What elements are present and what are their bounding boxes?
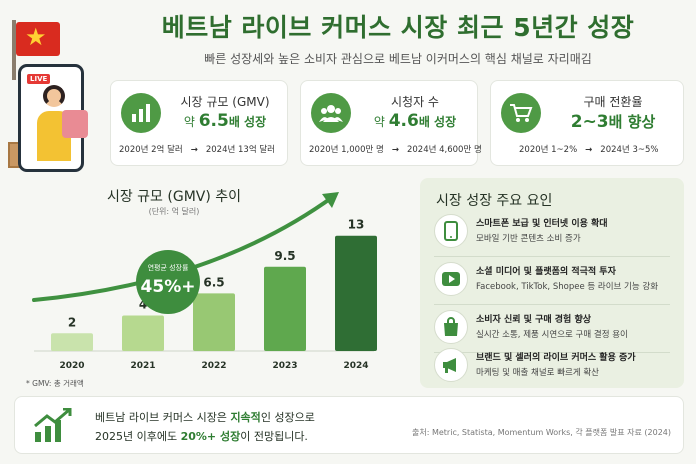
x-tick-label: 2023 bbox=[272, 361, 297, 371]
gmv-bar-chart: 2 2020 4 2021 6.5 2022 9.5 2023 13 2024 bbox=[32, 192, 377, 371]
live-badge: LIVE bbox=[27, 74, 51, 84]
vietnam-flag-icon: ★ bbox=[12, 20, 60, 80]
header: ★ 베트남 라이브 커머스 시장 최근 5년간 성장 빠른 성장세와 높은 소비… bbox=[0, 0, 696, 80]
stat-footer: 2020년 2억 달러 → 2024년 13억 달러 bbox=[119, 145, 275, 155]
chart-title: 시장 규모 (GMV) 추이 bbox=[106, 189, 242, 205]
page-title: 베트남 라이브 커머스 시장 최근 5년간 성장 bbox=[161, 13, 635, 42]
arrow-right-icon: → bbox=[391, 145, 399, 155]
outlook-line-2: 2025년 이후에도 20%+ 성장이 전망됩니다. bbox=[95, 430, 308, 443]
shopping-bag-icon bbox=[434, 310, 468, 344]
bar-2021 bbox=[122, 315, 164, 351]
gmv-chart-panel: 시장 규모 (GMV) 추이 (단위: 억 달러) 2 2020 4 2021 6.5 2… bbox=[14, 178, 410, 388]
trend-arrow bbox=[32, 194, 336, 302]
bar-2024 bbox=[335, 235, 377, 351]
bar-2022 bbox=[193, 293, 235, 351]
stat-value: 약 4.6배 성장 bbox=[373, 111, 457, 131]
flag-star-icon: ★ bbox=[25, 23, 47, 51]
stat-footer: 2020년 1~2% → 2024년 3~5% bbox=[519, 145, 659, 155]
bar-chart-icon bbox=[121, 93, 161, 133]
source-citation: 출처: Metric, Statista, Momentum Works, 각 … bbox=[412, 428, 671, 437]
shirt-icon bbox=[62, 110, 88, 138]
chart-footnote: * GMV: 총 거래액 bbox=[26, 379, 84, 388]
divider bbox=[434, 256, 670, 257]
flag-pole bbox=[12, 20, 16, 80]
factor-title: 브랜드 및 셀러의 라이브 커머스 활용 증가 bbox=[476, 353, 636, 363]
factor-title: 스마트폰 보급 및 인터넷 이용 확대 bbox=[476, 219, 608, 229]
growth-trend-icon bbox=[33, 407, 73, 444]
arrow-right-icon: → bbox=[585, 145, 593, 155]
x-tick-label: 2022 bbox=[201, 361, 226, 371]
growth-rate-value: 45%+ bbox=[140, 277, 196, 297]
bar-value-label: 13 bbox=[348, 218, 365, 232]
stat-label: 시장 규모 (GMV) bbox=[180, 95, 270, 109]
growth-factors-panel: 시장 성장 주요 요인 스마트폰 보급 및 인터넷 이용 확대 모바일 기반 콘… bbox=[420, 178, 684, 388]
bar-value-label: 9.5 bbox=[274, 249, 295, 263]
stat-value: 2~3배 향상 bbox=[570, 112, 656, 132]
stat-card-gmv: 시장 규모 (GMV) 약 6.5배 성장 2020년 2억 달러 → 2024년 … bbox=[110, 80, 288, 166]
factors-title: 시장 성장 주요 요인 bbox=[436, 193, 553, 209]
factor-item: 브랜드 및 셀러의 라이브 커머스 활용 증가 마케팅 및 매출 채널로 빠르게… bbox=[434, 346, 678, 386]
factor-title: 소셜 미디어 및 플랫폼의 적극적 투자 bbox=[476, 267, 616, 277]
users-icon bbox=[311, 93, 351, 133]
bar-value-label: 4 bbox=[139, 298, 147, 312]
growth-rate-label: 연평균 성장률 bbox=[147, 264, 189, 272]
cart-icon bbox=[501, 93, 541, 133]
stat-footer: 2020년 1,000만 명 → 2024년 4,600만 명 bbox=[309, 145, 482, 155]
smartphone-illustration: LIVE bbox=[18, 64, 84, 172]
x-tick-label: 2024 bbox=[343, 361, 368, 371]
smartphone-icon bbox=[434, 214, 468, 248]
megaphone-icon bbox=[434, 348, 468, 382]
bar-value-label: 2 bbox=[68, 315, 76, 329]
factor-title: 소비자 신뢰 및 구매 경험 향상 bbox=[476, 315, 592, 325]
x-tick-label: 2020 bbox=[59, 361, 84, 371]
factor-item: 소셜 미디어 및 플랫폼의 적극적 투자 Facebook, TikTok, S… bbox=[434, 260, 678, 300]
presenter-head bbox=[43, 85, 65, 107]
bar-2020 bbox=[51, 333, 93, 351]
factor-desc: Facebook, TikTok, Shopee 등 라이브 기능 강화 bbox=[476, 282, 659, 292]
divider bbox=[434, 352, 670, 353]
factor-desc: 마케팅 및 매출 채널로 빠르게 확산 bbox=[476, 368, 599, 378]
page-subtitle: 빠른 성장세와 높은 소비자 관심으로 베트남 이커머스의 핵심 채널로 자리매… bbox=[204, 52, 592, 66]
trend-arrow-head bbox=[322, 192, 339, 208]
factor-desc: 모바일 기반 콘텐츠 소비 증가 bbox=[476, 234, 581, 244]
video-play-icon bbox=[434, 262, 468, 296]
factor-item: 스마트폰 보급 및 인터넷 이용 확대 모바일 기반 콘텐츠 소비 증가 bbox=[434, 212, 678, 252]
stat-label: 구매 전환율 bbox=[583, 95, 643, 109]
outlook-banner: 베트남 라이브 커머스 시장은 지속적인 성장으로 2025년 이후에도 20%… bbox=[14, 396, 684, 454]
bar-2023 bbox=[264, 266, 306, 351]
divider bbox=[434, 304, 670, 305]
x-tick-label: 2021 bbox=[130, 361, 155, 371]
bar-value-label: 6.5 bbox=[203, 275, 224, 289]
arrow-right-icon: → bbox=[190, 145, 198, 155]
stat-label: 시청자 수 bbox=[391, 95, 439, 109]
stat-card-conversion: 구매 전환율 2~3배 향상 2020년 1~2% → 2024년 3~5% bbox=[490, 80, 684, 166]
stat-card-viewers: 시청자 수 약 4.6배 성장 2020년 1,000만 명 → 2024년 4,6… bbox=[300, 80, 482, 166]
live-seller-illustration: LIVE bbox=[8, 64, 108, 174]
stat-value: 약 6.5배 성장 bbox=[183, 111, 267, 131]
factor-item: 소비자 신뢰 및 구매 경험 향상 실시간 소통, 제품 시연으로 구매 결정 … bbox=[434, 308, 678, 348]
chart-unit: (단위: 억 달러) bbox=[148, 207, 200, 216]
outlook-line-1: 베트남 라이브 커머스 시장은 지속적인 성장으로 bbox=[95, 411, 315, 424]
factor-desc: 실시간 소통, 제품 시연으로 구매 결정 용이 bbox=[476, 330, 628, 340]
growth-rate-badge: 연평균 성장률 45%+ bbox=[136, 250, 200, 314]
